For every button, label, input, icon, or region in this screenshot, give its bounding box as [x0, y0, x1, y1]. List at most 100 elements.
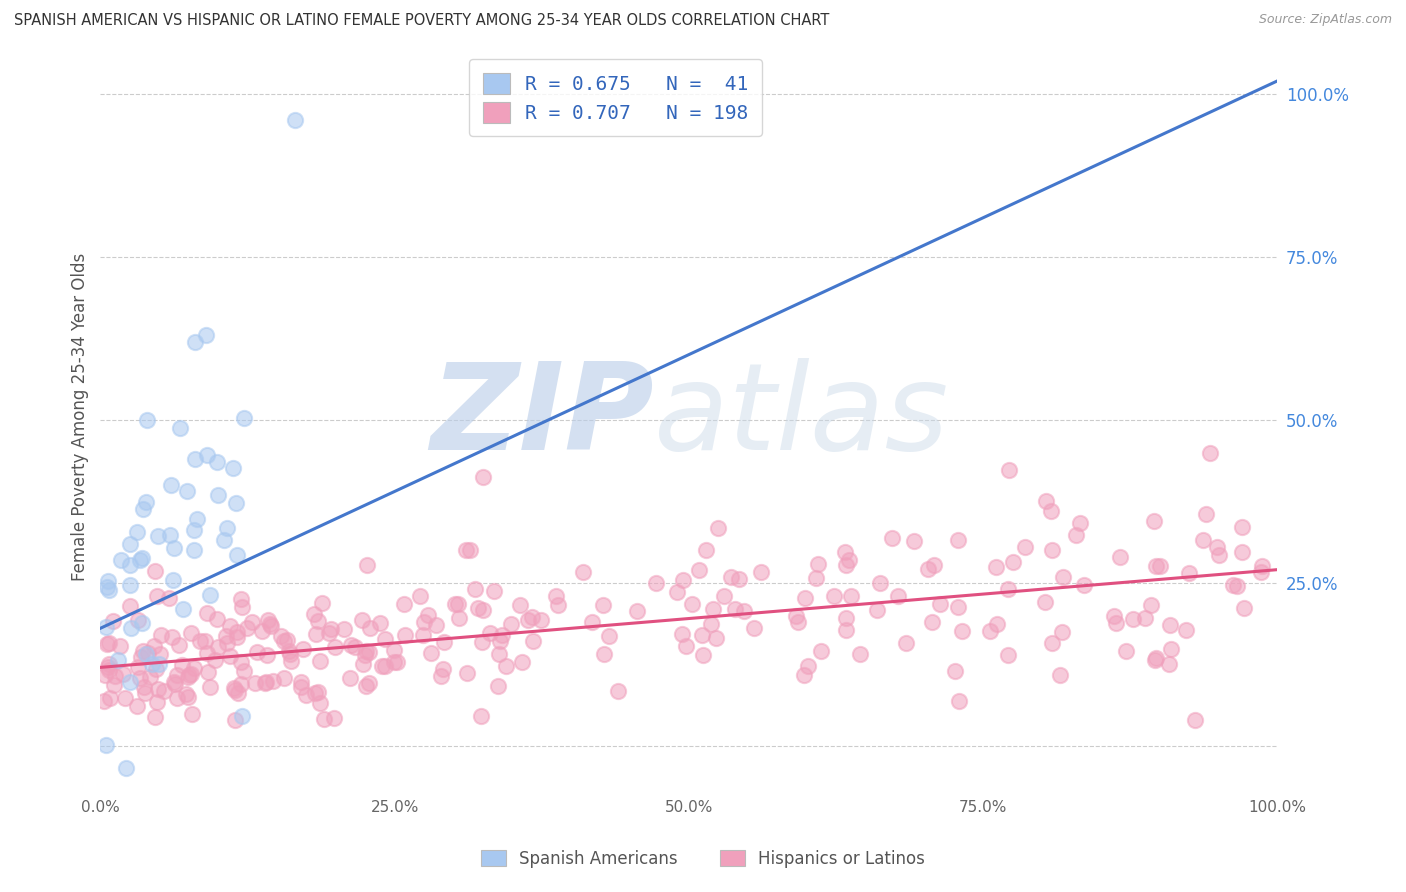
Point [1226, 579, 1249, 593]
Point [672, 573, 695, 587]
Point [471, 635, 494, 649]
Point [225, 624, 247, 639]
Point [371, 658, 394, 673]
Point [143, 710, 166, 724]
Point [145, 662, 167, 676]
Point [277, 644, 299, 658]
Point [1033, 594, 1056, 608]
Point [143, 564, 166, 578]
Point [107, 653, 129, 667]
Point [93, 693, 115, 707]
Point [280, 654, 302, 668]
Point [319, 622, 342, 636]
Point [1122, 612, 1144, 626]
Point [835, 611, 858, 625]
Point [162, 573, 184, 587]
Point [728, 572, 751, 586]
Point [142, 639, 165, 653]
Point [205, 611, 228, 625]
Point [742, 621, 765, 635]
Point [128, 553, 150, 567]
Point [180, 666, 202, 681]
Point [225, 549, 247, 563]
Point [702, 602, 724, 616]
Point [120, 621, 142, 635]
Point [894, 636, 917, 650]
Point [695, 543, 717, 558]
Point [1199, 446, 1222, 460]
Text: Source: ZipAtlas.com: Source: ZipAtlas.com [1258, 13, 1392, 27]
Point [96, 637, 118, 651]
Point [530, 613, 553, 627]
Point [1160, 641, 1182, 656]
Point [127, 524, 149, 539]
Point [1143, 514, 1166, 528]
Point [1140, 598, 1163, 612]
Point [240, 615, 263, 630]
Point [207, 640, 229, 655]
Point [1115, 644, 1137, 658]
Point [146, 589, 169, 603]
Point [180, 626, 202, 640]
Point [917, 562, 939, 576]
Point [131, 615, 153, 630]
Point [222, 681, 245, 696]
Point [834, 624, 856, 638]
Point [948, 533, 970, 547]
Point [157, 591, 180, 606]
Point [488, 647, 510, 661]
Point [869, 576, 891, 591]
Point [311, 596, 333, 610]
Point [880, 531, 903, 545]
Point [544, 589, 567, 603]
Point [270, 629, 292, 643]
Point [195, 448, 218, 462]
Point [432, 662, 454, 676]
Point [1149, 558, 1171, 573]
Point [495, 659, 517, 673]
Point [307, 685, 329, 699]
Point [1178, 566, 1201, 580]
Legend: Spanish Americans, Hispanics or Latinos: Spanish Americans, Hispanics or Latinos [474, 844, 932, 875]
Point [166, 690, 188, 705]
Point [97, 660, 120, 674]
Point [592, 599, 614, 613]
Point [226, 630, 249, 644]
Point [1052, 570, 1074, 584]
Point [922, 558, 945, 572]
Point [491, 627, 513, 641]
Point [467, 601, 489, 615]
Point [97, 664, 120, 678]
Point [368, 615, 391, 630]
Point [146, 529, 169, 543]
Point [692, 648, 714, 662]
Point [200, 588, 222, 602]
Point [118, 537, 141, 551]
Point [887, 589, 910, 603]
Point [385, 655, 408, 669]
Point [1109, 549, 1132, 564]
Point [786, 615, 808, 630]
Point [472, 470, 495, 484]
Point [181, 706, 204, 721]
Point [195, 328, 218, 343]
Text: SPANISH AMERICAN VS HISPANIC OR LATINO FEMALE POVERTY AMONG 25-34 YEAR OLDS CORR: SPANISH AMERICAN VS HISPANIC OR LATINO F… [14, 13, 830, 29]
Point [866, 603, 889, 617]
Point [204, 653, 226, 667]
Point [607, 684, 630, 698]
Point [162, 541, 184, 556]
Point [120, 558, 142, 573]
Point [645, 576, 668, 591]
Point [104, 669, 127, 683]
Point [733, 604, 755, 618]
Point [374, 632, 396, 647]
Point [409, 589, 432, 603]
Point [1039, 504, 1062, 518]
Point [810, 644, 832, 658]
Point [217, 635, 239, 649]
Point [96, 580, 118, 594]
Point [273, 671, 295, 685]
Point [183, 451, 205, 466]
Point [598, 629, 620, 643]
Point [1144, 653, 1167, 667]
